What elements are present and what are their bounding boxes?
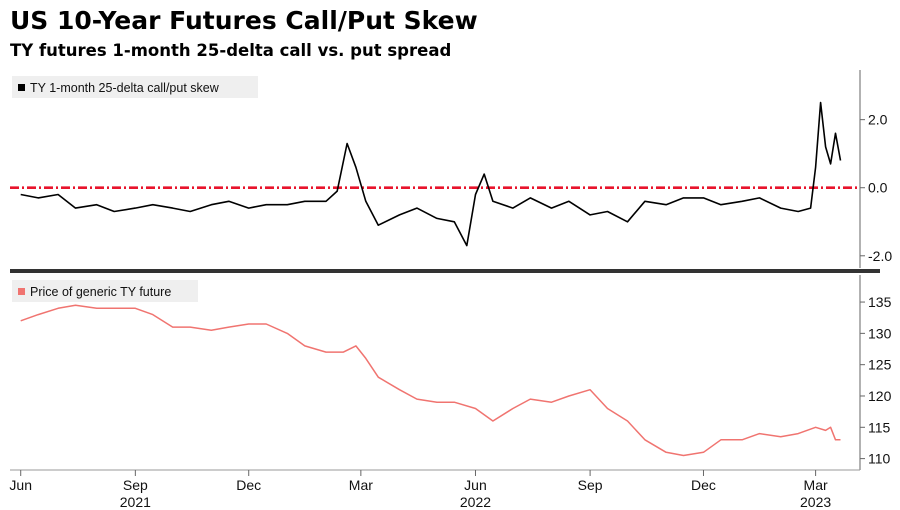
skew-series [20, 101, 842, 247]
price-y-tick-label: 115 [868, 419, 891, 435]
x-tick-label: Jun [464, 477, 487, 493]
chart-subtitle: TY futures 1-month 25-delta call vs. put… [10, 41, 452, 60]
price-legend-box [12, 280, 198, 302]
skew-legend-swatch [18, 84, 25, 91]
price-legend-swatch [18, 288, 25, 295]
x-tick-label: Mar [804, 477, 828, 493]
x-tick-label: Jun [9, 477, 32, 493]
price-legend-label: Price of generic TY future [30, 285, 171, 299]
skew-y-tick-label: -2.0 [868, 248, 892, 264]
x-tick-label: Dec [236, 477, 261, 493]
skew-y-tick-label: 0.0 [868, 180, 888, 196]
x-year-label: 2021 [120, 494, 151, 510]
x-tick-label: Sep [123, 477, 148, 493]
price-y-tick-label: 135 [868, 294, 892, 310]
x-tick-label: Mar [349, 477, 373, 493]
skew-legend: TY 1-month 25-delta call/put skew [12, 76, 258, 98]
skew-legend-box [12, 76, 258, 98]
x-tick-label: Dec [691, 477, 716, 493]
price-series-line [20, 304, 841, 457]
price-y-ticks: 135 130 125 120 115 110 [860, 294, 892, 467]
price-y-tick-label: 125 [868, 357, 892, 373]
price-y-tick-label: 110 [868, 451, 891, 467]
price-y-tick-label: 120 [868, 388, 892, 404]
skew-y-tick-label: 2.0 [868, 112, 888, 128]
skew-y-ticks: 2.0 0.0 -2.0 [860, 112, 892, 264]
chart-title: US 10-Year Futures Call/Put Skew [10, 6, 478, 35]
x-axis-ticks: Jun Sep Dec Mar Jun Sep Dec Mar 2021 2022 2023 [9, 470, 831, 510]
x-tick-label: Sep [578, 477, 603, 493]
price-y-tick-label: 130 [868, 325, 892, 341]
skew-series-line [20, 101, 842, 247]
price-series [20, 304, 841, 457]
x-year-label: 2022 [460, 494, 491, 510]
x-year-label: 2023 [800, 494, 831, 510]
skew-legend-label: TY 1-month 25-delta call/put skew [30, 81, 220, 95]
price-legend: Price of generic TY future [12, 280, 198, 302]
